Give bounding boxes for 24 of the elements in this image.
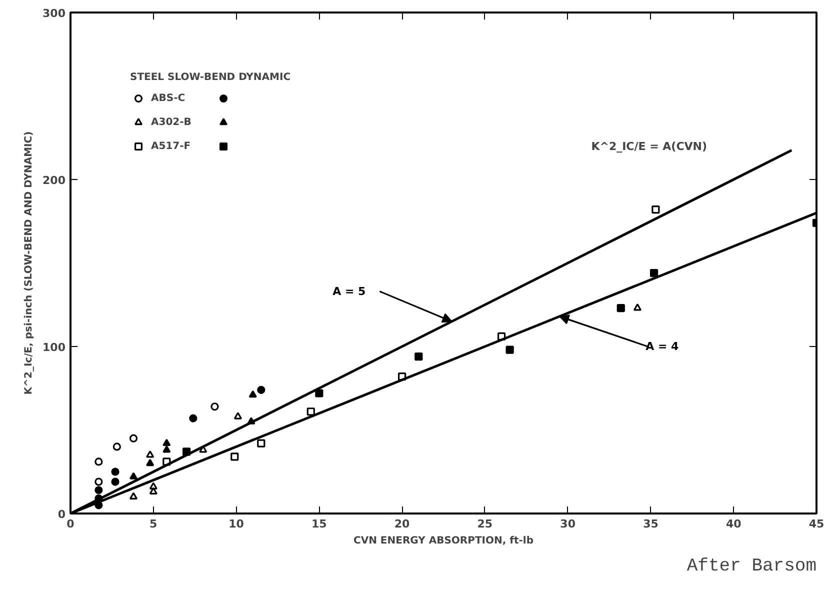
x-axis-title: CVN ENERGY ABSORPTION, ft-lb: [353, 536, 534, 546]
text: After Barsom: [686, 556, 817, 576]
annotation: A = 5: [332, 284, 366, 298]
legend-label: ABS-C: [151, 92, 186, 104]
x-tick-label: 25: [477, 518, 493, 530]
y-tick-label: 200: [42, 174, 66, 187]
x-tick-label: 35: [643, 518, 658, 530]
x-tick-label: 20: [394, 518, 410, 530]
y-tick-label: 0: [58, 508, 66, 521]
y-tick-label: 100: [42, 341, 66, 354]
x-tick-label: 0: [66, 518, 75, 530]
legend-label: A302-B: [151, 116, 192, 128]
x-tick-label: 45: [808, 518, 824, 530]
y-axis-title: K^2_Ic/E, psi-inch (SLOW-BEND AND DYNAMIC): [24, 131, 35, 395]
y-tick-label: 300: [42, 7, 66, 20]
x-tick-label: 10: [228, 518, 244, 530]
x-tick-label: 30: [560, 518, 576, 530]
text: STEEL SLOW-BEND DYNAMIC: [130, 72, 291, 83]
x-tick-label: 5: [150, 518, 158, 530]
x-tick-label: 40: [726, 518, 742, 530]
annotation: K^2_IC/E = A(CVN): [591, 140, 708, 153]
annotation: A = 4: [646, 340, 680, 353]
x-tick-label: 15: [312, 518, 327, 530]
legend-label: A517-F: [151, 140, 192, 152]
